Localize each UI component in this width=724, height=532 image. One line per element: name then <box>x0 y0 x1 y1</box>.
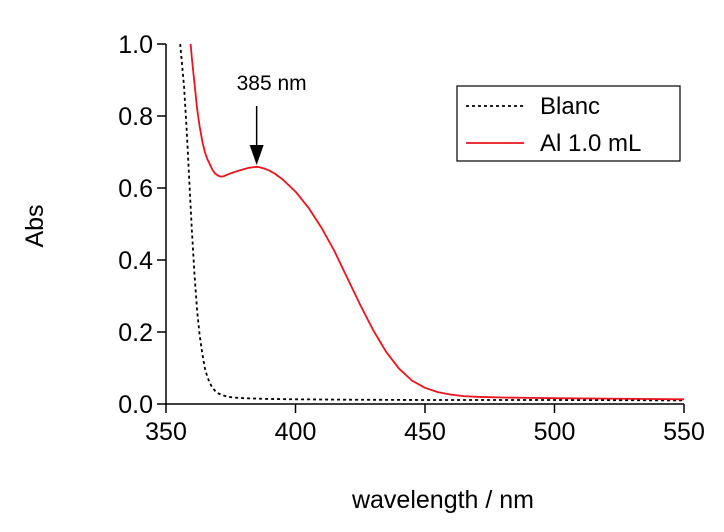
y-tick-label-4: 0.8 <box>118 103 153 131</box>
x-tick-label-0: 350 <box>145 418 187 446</box>
y-tick-label-1: 0.2 <box>118 319 153 347</box>
x-tick-label-1: 400 <box>275 418 317 446</box>
y-ticks: 0.0 0.2 0.4 0.6 0.8 1.0 <box>118 31 166 419</box>
x-tick-label-4: 550 <box>663 418 705 446</box>
legend: Blanc Al 1.0 mL <box>456 85 681 162</box>
legend-label-al: Al 1.0 mL <box>540 130 641 157</box>
peak-annotation: 385 nm <box>237 72 307 165</box>
legend-label-blanc: Blanc <box>540 93 600 120</box>
y-tick-label-2: 0.4 <box>118 247 153 275</box>
x-axis-title: wavelength / nm <box>351 486 534 514</box>
y-tick-label-0: 0.0 <box>118 391 153 419</box>
x-tick-label-3: 500 <box>534 418 576 446</box>
x-ticks: 350 400 450 500 550 <box>145 404 705 446</box>
peak-annotation-label: 385 nm <box>237 72 307 95</box>
legend-box <box>456 85 681 162</box>
y-axis-title: Abs <box>21 204 49 247</box>
y-tick-label-5: 1.0 <box>118 31 153 59</box>
series-line-al-1-0-ml <box>189 43 685 401</box>
series-layer <box>179 43 685 402</box>
y-tick-label-3: 0.6 <box>118 175 153 203</box>
series-line-blanc <box>179 43 685 402</box>
x-tick-label-2: 450 <box>404 418 446 446</box>
peak-arrow-head <box>249 144 264 165</box>
